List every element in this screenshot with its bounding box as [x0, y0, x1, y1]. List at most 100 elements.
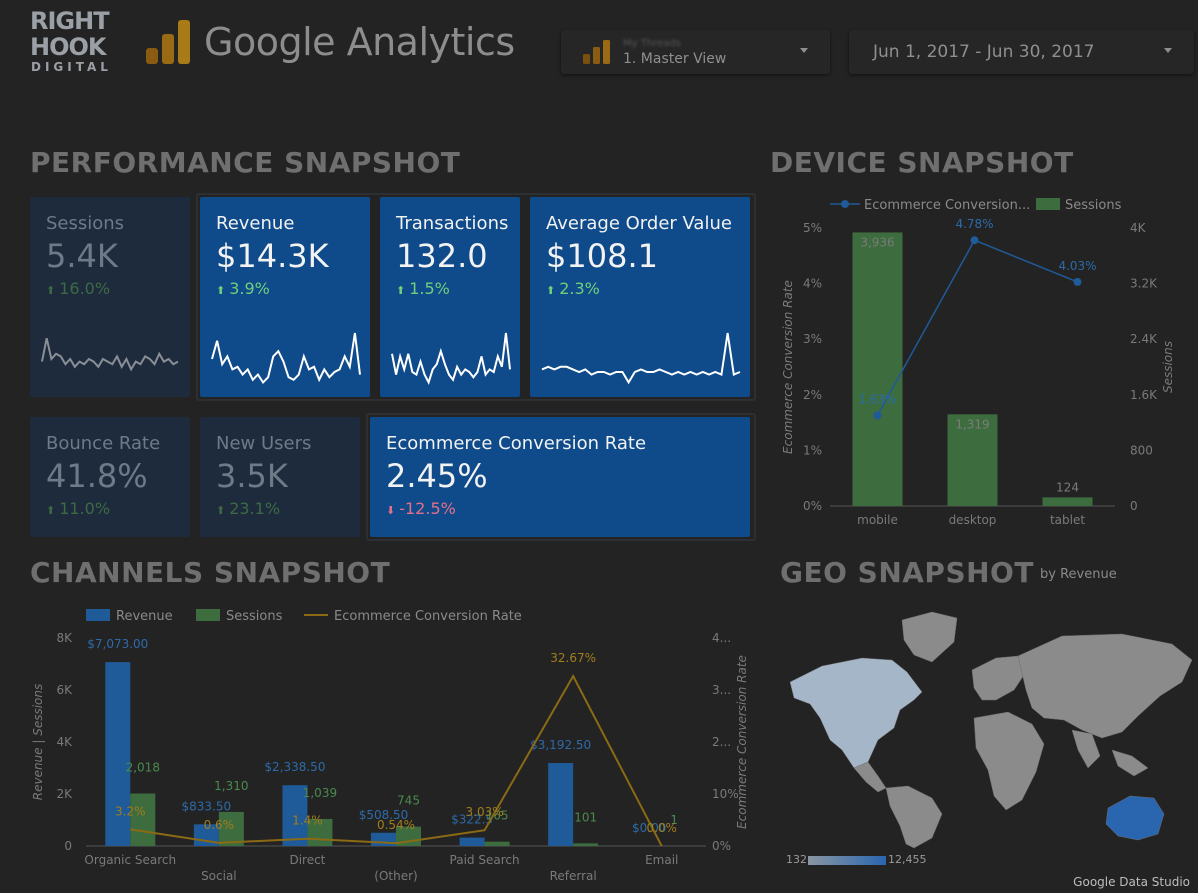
y-right-tick: 10% [712, 787, 739, 801]
x-category-label: Organic Search [84, 853, 176, 867]
y-left-tick: 6K [56, 683, 73, 697]
sessions-bar-label: 2,018 [126, 761, 160, 775]
kpi-delta: ⬆ 16.0% [46, 279, 111, 298]
y-right-tick: 0 [1130, 499, 1138, 513]
y-right-tick: 3.2K [1130, 277, 1158, 291]
kpi-tile-new-users[interactable]: New Users 3.5K ⬆ 23.1% [200, 417, 360, 537]
y-right-tick: 3... [712, 683, 731, 697]
y-right-axis-label: Ecommerce Conversion Rate [735, 655, 749, 829]
legend-dot-marker [841, 200, 849, 208]
sparkline-path [541, 332, 741, 385]
revenue-bar-label: $2,338.50 [264, 760, 325, 774]
y-right-tick: 1.6K [1130, 388, 1158, 402]
sessions-bar [307, 818, 333, 846]
revenue-bar-label: $322.5 [451, 813, 493, 827]
legend-label: Revenue [116, 609, 173, 624]
y-left-tick: 2% [803, 388, 822, 402]
kpi-value: 132.0 [396, 237, 488, 275]
revenue-bar [371, 832, 396, 846]
date-range-selector[interactable]: Jun 1, 2017 - Jun 30, 2017 [849, 30, 1194, 74]
view-name: 1. Master View [623, 51, 727, 67]
revenue-bar [548, 762, 574, 846]
revenue-bar-label: $7,073.00 [87, 637, 148, 651]
x-category-label: Paid Search [450, 853, 520, 867]
revenue-sparkline [211, 332, 361, 384]
legend-swatch [86, 609, 110, 621]
x-category-label: (Other) [374, 869, 417, 883]
conversion-point [1073, 277, 1082, 286]
sessions-bar-label: 124 [1056, 480, 1079, 494]
kpi-delta: ⬆ 3.9% [216, 279, 270, 298]
revenue-bar-label: $3,192.50 [530, 738, 591, 752]
y-right-tick: 2.4K [1130, 332, 1158, 346]
kpi-tile-aov[interactable]: Average Order Value $108.1 ⬆ 2.3% [530, 197, 750, 397]
sessions-bar-label: 1,039 [303, 786, 337, 800]
right-hook-logo: RIGHT HOOK DIGITAL [30, 7, 112, 74]
sparkline-path [41, 337, 179, 372]
kpi-delta: ⬆ 1.5% [396, 279, 450, 298]
kpi-tile-transactions[interactable]: Transactions 132.0 ⬆ 1.5% [380, 197, 520, 397]
y-left-tick: 0% [803, 499, 822, 513]
y-right-tick: 800 [1130, 443, 1153, 457]
x-category-label: Social [201, 869, 237, 883]
channels-snapshot-title: CHANNELS SNAPSHOT [30, 556, 391, 589]
geo-snapshot-subtitle: by Revenue [1040, 567, 1117, 582]
geo-legend-max: 12,455 [888, 853, 927, 866]
view-account-name: My Threads [623, 38, 681, 49]
geo-legend-min: 132 [786, 853, 807, 866]
y-left-axis-label: Ecommerce Conversion Rate [781, 280, 795, 454]
sessions-bar [947, 414, 998, 506]
y-left-axis-label: Revenue | Sessions [31, 684, 45, 801]
conversion-label: 32.67% [550, 651, 596, 665]
x-category-label: tablet [1050, 513, 1085, 527]
chevron-down-icon [800, 48, 808, 53]
sessions-bar-label: 745 [397, 794, 420, 808]
legend-label: Ecommerce Conversion Rate [334, 609, 522, 624]
legend-label: Sessions [1065, 198, 1122, 213]
x-category-label: Direct [289, 853, 325, 867]
sparkline-path [211, 332, 361, 384]
kpi-label: New Users [216, 433, 312, 454]
y-right-tick: 4K [1130, 221, 1147, 235]
sessions-bar-label: 3,936 [860, 235, 894, 249]
geo-snapshot-title: GEO SNAPSHOT [780, 556, 1034, 589]
date-range-value: Jun 1, 2017 - Jun 30, 2017 [873, 42, 1095, 62]
kpi-label: Sessions [46, 213, 125, 234]
kpi-tile-revenue[interactable]: Revenue $14.3K ⬆ 3.9% [200, 197, 370, 397]
y-left-tick: 3% [803, 332, 822, 346]
kpi-delta: ⬆ 11.0% [46, 499, 111, 518]
view-selector[interactable]: My Threads 1. Master View [561, 30, 830, 74]
arrow-up-icon: ⬆ [546, 284, 556, 297]
arrow-up-icon: ⬆ [46, 504, 56, 517]
sessions-bar [484, 841, 510, 846]
kpi-tile-sessions[interactable]: Sessions 5.4K ⬆ 16.0% [30, 197, 190, 397]
y-right-tick: 2... [712, 735, 731, 749]
x-category-label: Referral [550, 869, 597, 883]
arrow-up-icon: ⬆ [46, 284, 56, 297]
device-snapshot-title: DEVICE SNAPSHOT [770, 146, 1074, 179]
sessions-bar-label: 1,319 [955, 417, 989, 431]
kpi-value: 3.5K [216, 457, 288, 495]
aov-sparkline [541, 332, 741, 385]
y-left-tick: 5% [803, 221, 822, 235]
selected-tiles-frame [366, 413, 756, 541]
analytics-view-icon [583, 40, 610, 64]
y-left-tick: 4% [803, 277, 822, 291]
kpi-value: $108.1 [546, 237, 658, 275]
revenue-bar-label: $0.00 [632, 821, 666, 835]
chevron-down-icon [1164, 48, 1172, 53]
sessions-bar [218, 811, 244, 846]
kpi-tile-bounce-rate[interactable]: Bounce Rate 41.8% ⬆ 11.0% [30, 417, 190, 537]
geo-world-map [789, 611, 1193, 849]
kpi-tile-ecommerce-conversion-rate[interactable]: Ecommerce Conversion Rate 2.45% ⬇ -12.5% [370, 417, 750, 537]
y-right-axis-label: Sessions [1161, 341, 1175, 393]
kpi-label: Transactions [396, 213, 509, 234]
x-category-label: desktop [949, 513, 997, 527]
y-left-tick: 0 [64, 839, 72, 853]
revenue-bar [459, 837, 485, 846]
device-snapshot-chart: Ecommerce Conversion... Sessions 0% 1% 2% 3% 4… [781, 198, 1175, 527]
conversion-label: 1.4% [292, 814, 323, 828]
conversion-label: 0.0% [646, 821, 677, 835]
conversion-label: 3.03% [466, 805, 504, 819]
footer-brand: Google Data Studio [1073, 875, 1190, 889]
